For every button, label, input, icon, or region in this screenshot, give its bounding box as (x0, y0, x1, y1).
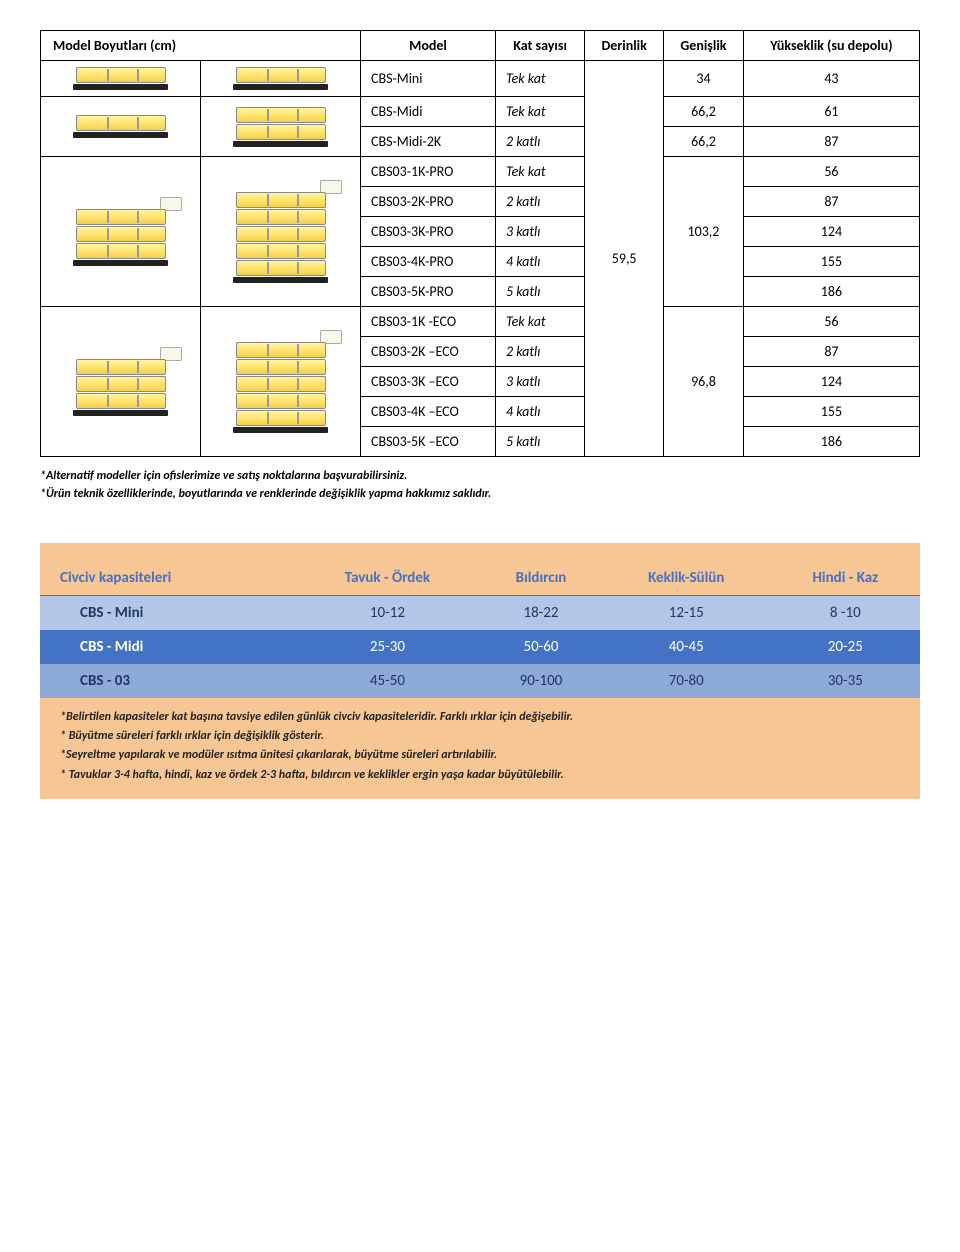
capacity-cell: 45-50 (295, 664, 480, 698)
cell-model: CBS03-4K-PRO (361, 247, 496, 277)
capacity-cell: 8 -10 (771, 596, 920, 631)
cell-yukseklik: 124 (743, 367, 919, 397)
capacity-header: Keklik-Sülün (602, 561, 771, 596)
capacity-cell: 50-60 (480, 630, 602, 664)
cell-model: CBS03-3K –ECO (361, 367, 496, 397)
capacity-header: Hindi - Kaz (771, 561, 920, 596)
capacity-header: Bıldırcın (480, 561, 602, 596)
capacity-cell: 70-80 (602, 664, 771, 698)
capacity-section: Civciv kapasiteleriTavuk - ÖrdekBıldırcı… (40, 543, 920, 799)
capacity-notes: *Belirtilen kapasiteler kat başına tavsi… (60, 708, 920, 785)
brooder-image (49, 115, 192, 138)
capacity-cell: CBS - Midi (40, 630, 295, 664)
header-derinlik: Derinlik (585, 31, 664, 61)
cell-yukseklik: 87 (743, 337, 919, 367)
table-title: Model Boyutları (cm) (41, 31, 361, 61)
table-row: CBS03-1K -ECOTek kat96,856 (41, 307, 920, 337)
capacity-cell: CBS - 03 (40, 664, 295, 698)
brooder-image (209, 67, 352, 90)
dim-notes: *Alternatif modeller için ofislerimize v… (40, 467, 920, 503)
note-line: *Ürün teknik özelliklerinde, boyutlarınd… (40, 485, 920, 503)
cell-kat: Tek kat (495, 307, 584, 337)
capacity-cell: 30-35 (771, 664, 920, 698)
cell-yukseklik: 87 (743, 127, 919, 157)
header-genislik: Genişlik (664, 31, 744, 61)
cell-kat: 2 katlı (495, 337, 584, 367)
capacity-note-line: * Tavuklar 3-4 hafta, hindi, kaz ve örde… (60, 766, 920, 785)
cell-genislik: 66,2 (664, 127, 744, 157)
cell-genislik: 34 (664, 61, 744, 97)
capacity-row: CBS - 0345-5090-10070-8030-35 (40, 664, 920, 698)
cell-kat: 5 katlı (495, 427, 584, 457)
cell-yukseklik: 87 (743, 187, 919, 217)
cell-model: CBS03-1K-PRO (361, 157, 496, 187)
cell-model: CBS-Midi (361, 97, 496, 127)
note-line: *Alternatif modeller için ofislerimize v… (40, 467, 920, 485)
cell-model: CBS03-3K-PRO (361, 217, 496, 247)
header-model: Model (361, 31, 496, 61)
cell-model: CBS03-5K –ECO (361, 427, 496, 457)
cell-model: CBS03-5K-PRO (361, 277, 496, 307)
cell-model: CBS03-2K –ECO (361, 337, 496, 367)
cell-kat: 4 katlı (495, 397, 584, 427)
cell-yukseklik: 186 (743, 277, 919, 307)
capacity-header: Tavuk - Ördek (295, 561, 480, 596)
cell-model: CBS03-4K –ECO (361, 397, 496, 427)
capacity-cell: 20-25 (771, 630, 920, 664)
cell-yukseklik: 155 (743, 397, 919, 427)
cell-yukseklik: 61 (743, 97, 919, 127)
cell-yukseklik: 186 (743, 427, 919, 457)
capacity-table: Civciv kapasiteleriTavuk - ÖrdekBıldırcı… (40, 561, 920, 698)
cell-model: CBS-Midi-2K (361, 127, 496, 157)
capacity-cell: 25-30 (295, 630, 480, 664)
capacity-cell: 40-45 (602, 630, 771, 664)
cell-genislik: 103,2 (664, 157, 744, 307)
capacity-note-line: *Belirtilen kapasiteler kat başına tavsi… (60, 708, 920, 727)
header-kat: Kat sayısı (495, 31, 584, 61)
cell-kat: Tek kat (495, 157, 584, 187)
dimensions-table: Model Boyutları (cm) Model Kat sayısı De… (40, 30, 920, 457)
cell-yukseklik: 56 (743, 157, 919, 187)
cell-kat: 5 katlı (495, 277, 584, 307)
cell-model: CBS03-1K -ECO (361, 307, 496, 337)
capacity-row: CBS - Mini10-1218-2212-158 -10 (40, 596, 920, 631)
cell-yukseklik: 124 (743, 217, 919, 247)
cell-genislik: 66,2 (664, 97, 744, 127)
cell-kat: 2 katlı (495, 187, 584, 217)
brooder-image (49, 347, 192, 416)
brooder-image (49, 67, 192, 90)
capacity-header: Civciv kapasiteleri (40, 561, 295, 596)
capacity-cell: CBS - Mini (40, 596, 295, 631)
capacity-cell: 90-100 (480, 664, 602, 698)
table-row: CBS-MiniTek kat59,53443 (41, 61, 920, 97)
capacity-note-line: *Seyreltme yapılarak ve modüler ısıtma ü… (60, 746, 920, 765)
cell-kat: Tek kat (495, 97, 584, 127)
cell-kat: 4 katlı (495, 247, 584, 277)
cell-genislik: 96,8 (664, 307, 744, 457)
capacity-row: CBS - Midi25-3050-6040-4520-25 (40, 630, 920, 664)
cell-model: CBS03-2K-PRO (361, 187, 496, 217)
cell-kat: 3 katlı (495, 217, 584, 247)
brooder-image (209, 180, 352, 283)
table-row: CBS03-1K-PROTek kat103,256 (41, 157, 920, 187)
cell-kat: 3 katlı (495, 367, 584, 397)
cell-derinlik: 59,5 (585, 61, 664, 457)
capacity-cell: 10-12 (295, 596, 480, 631)
header-yukseklik: Yükseklik (su depolu) (743, 31, 919, 61)
capacity-note-line: * Büyütme süreleri farklı ırklar için de… (60, 727, 920, 746)
cell-kat: Tek kat (495, 61, 584, 97)
brooder-image (209, 330, 352, 433)
cell-yukseklik: 56 (743, 307, 919, 337)
brooder-image (209, 107, 352, 147)
cell-yukseklik: 155 (743, 247, 919, 277)
capacity-cell: 18-22 (480, 596, 602, 631)
capacity-cell: 12-15 (602, 596, 771, 631)
table-row: CBS-MidiTek kat 66,261 (41, 97, 920, 127)
cell-kat: 2 katlı (495, 127, 584, 157)
cell-yukseklik: 43 (743, 61, 919, 97)
brooder-image (49, 197, 192, 266)
cell-model: CBS-Mini (361, 61, 496, 97)
